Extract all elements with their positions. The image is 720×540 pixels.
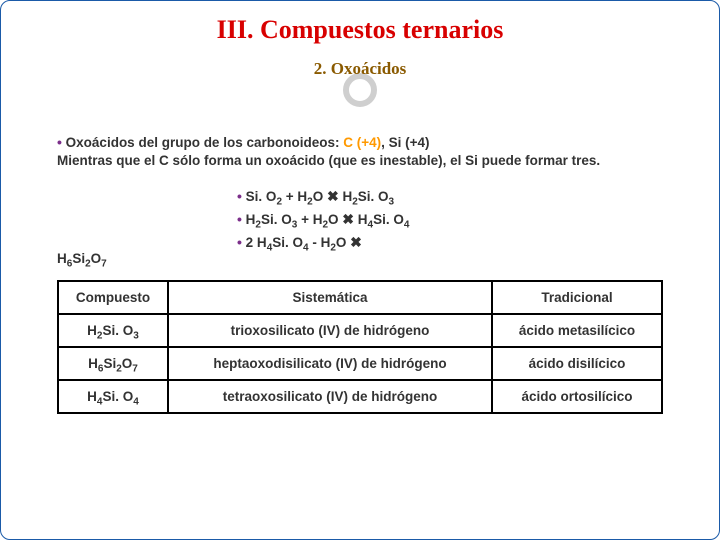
cell-compuesto: H6Si2O7 xyxy=(58,347,168,380)
intro-line2: Mientras que el C sólo forma un oxoácido… xyxy=(57,153,600,168)
table-row: H6Si2O7 heptaoxodisilicato (IV) de hidró… xyxy=(58,347,662,380)
cell-sistematica: tetraoxosilicato (IV) de hidrógeno xyxy=(168,380,492,413)
cell-compuesto: H4Si. O4 xyxy=(58,380,168,413)
intro-lead: Oxoácidos del grupo de los carbonoideos: xyxy=(66,135,340,150)
th-compuesto: Compuesto xyxy=(58,281,168,314)
slide: III. Compuestos ternarios 2. Oxoácidos •… xyxy=(0,0,720,540)
table-row: H2Si. O3 trioxosilicato (IV) de hidrógen… xyxy=(58,314,662,347)
equation-2: • H2Si. O3 + H2O ✖ H4Si. O4 xyxy=(237,211,663,228)
slide-subtitle: 2. Oxoácidos xyxy=(314,59,407,79)
equation-1: • Si. O2 + H2O ✖ H2Si. O3 xyxy=(237,188,663,205)
intro-highlight: C (+4) xyxy=(339,135,381,150)
cell-compuesto: H2Si. O3 xyxy=(58,314,168,347)
slide-title: III. Compuestos ternarios xyxy=(31,15,689,45)
cell-sistematica: trioxosilicato (IV) de hidrógeno xyxy=(168,314,492,347)
cell-sistematica: heptaoxodisilicato (IV) de hidrógeno xyxy=(168,347,492,380)
cell-tradicional: ácido metasilícico xyxy=(492,314,662,347)
cell-tradicional: ácido disilícico xyxy=(492,347,662,380)
th-tradicional: Tradicional xyxy=(492,281,662,314)
table-header-row: Compuesto Sistemática Tradicional xyxy=(58,281,662,314)
cell-tradicional: ácido ortosilícico xyxy=(492,380,662,413)
intro-text: • Oxoácidos del grupo de los carbonoideo… xyxy=(31,133,689,170)
intro-rest1: , Si (+4) xyxy=(381,135,429,150)
equations: • Si. O2 + H2O ✖ H2Si. O3 • H2Si. O3 + H… xyxy=(31,188,689,266)
th-sistematica: Sistemática xyxy=(168,281,492,314)
table-row: H4Si. O4 tetraoxosilicato (IV) de hidróg… xyxy=(58,380,662,413)
compounds-table: Compuesto Sistemática Tradicional H2Si. … xyxy=(57,280,663,414)
equation-3: • 2 H4Si. O4 - H2O ✖ H6Si2O7 xyxy=(237,234,663,266)
bullet-icon: • xyxy=(57,134,62,150)
subtitle-wrap: 2. Oxoácidos xyxy=(31,59,689,103)
